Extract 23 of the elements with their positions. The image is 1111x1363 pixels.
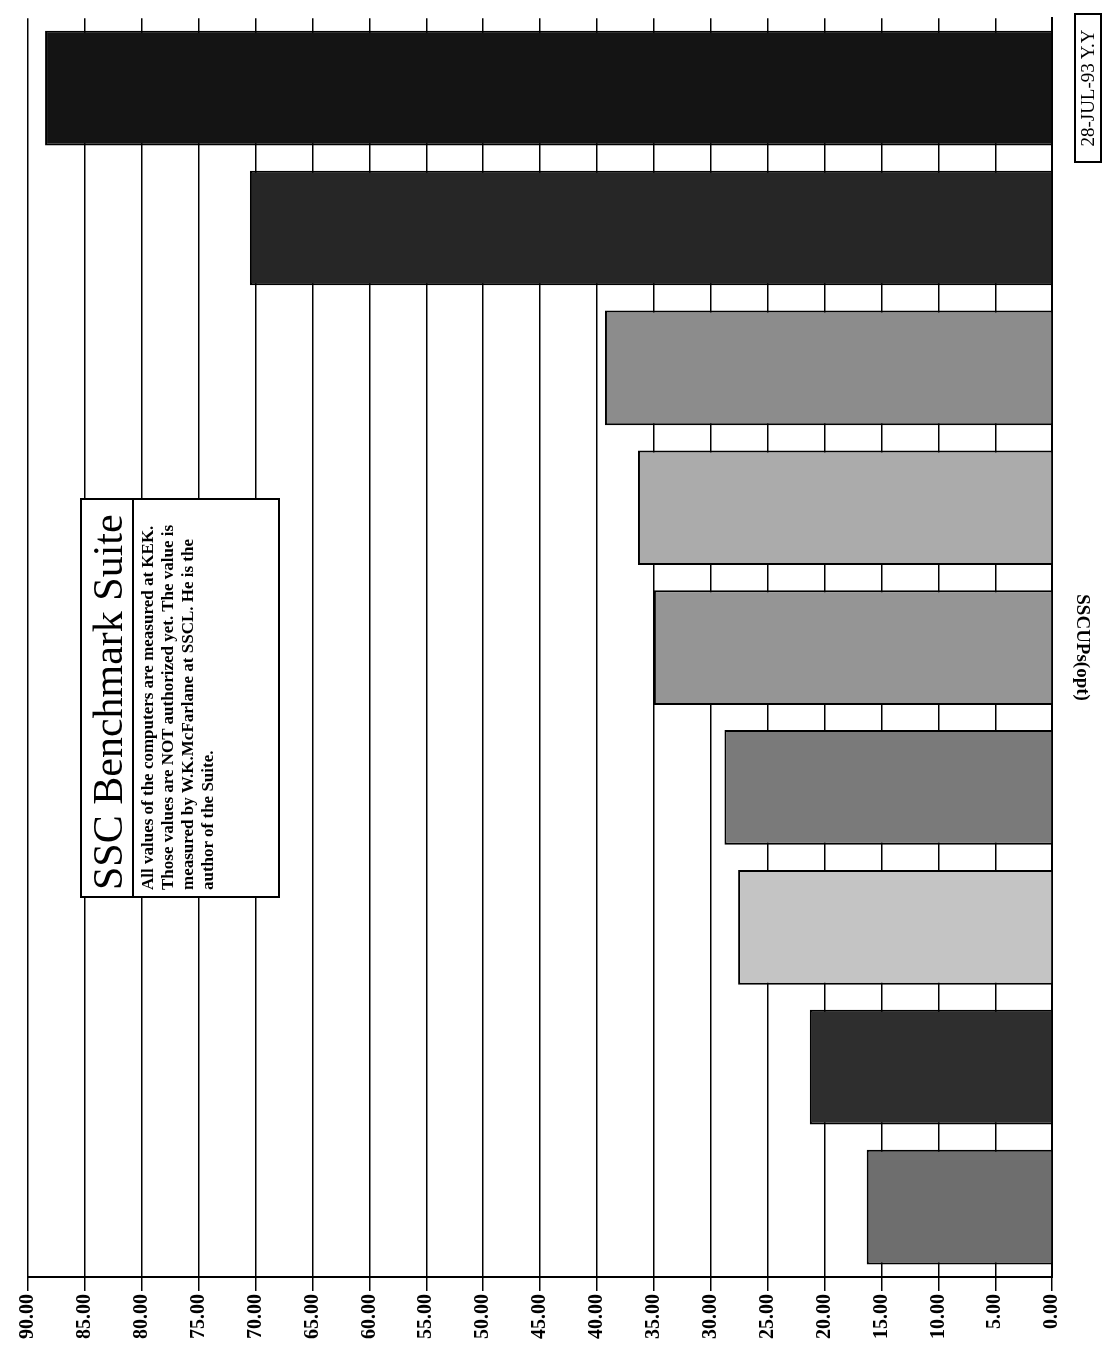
annotation: All values of the computers are measured at KEK. Those values are NOT authorized yet. The value is measured by W.K.McFarlane at SSCL. He is the author of the Suite. (138, 523, 218, 890)
y-axis-title: SSCUPs(opt) (1071, 594, 1094, 701)
x-tick-label: 40.00 (584, 1294, 607, 1339)
x-tick-label: 35.00 (641, 1294, 664, 1339)
x-tick-label: 45.00 (527, 1294, 550, 1339)
x-tick-label: 0.00 (1039, 1294, 1062, 1329)
x-tick-label: 50.00 (470, 1294, 493, 1339)
x-tick-label: 10.00 (925, 1294, 948, 1339)
x-tick-label: 5.00 (982, 1294, 1005, 1329)
x-tick-label: 70.00 (242, 1294, 265, 1339)
x-tick-label: 15.00 (868, 1294, 891, 1339)
x-tick-label: 60.00 (356, 1294, 379, 1339)
text: SSC Benchmark Suite (84, 500, 134, 896)
x-tick-label: 55.00 (413, 1294, 436, 1339)
x-tick-label: 20.00 (811, 1294, 834, 1339)
x-tick-label: 25.00 (754, 1294, 777, 1339)
x-tick-label: 90.00 (15, 1294, 38, 1339)
x-tick-label: 80.00 (128, 1294, 151, 1339)
text: 28-JUL-93 Y.Y (1074, 13, 1102, 163)
x-tick-label: 65.00 (299, 1294, 322, 1339)
x-tick-label: 75.00 (185, 1294, 208, 1339)
x-tick-label: 85.00 (72, 1294, 95, 1339)
x-tick-label: 30.00 (697, 1294, 720, 1339)
